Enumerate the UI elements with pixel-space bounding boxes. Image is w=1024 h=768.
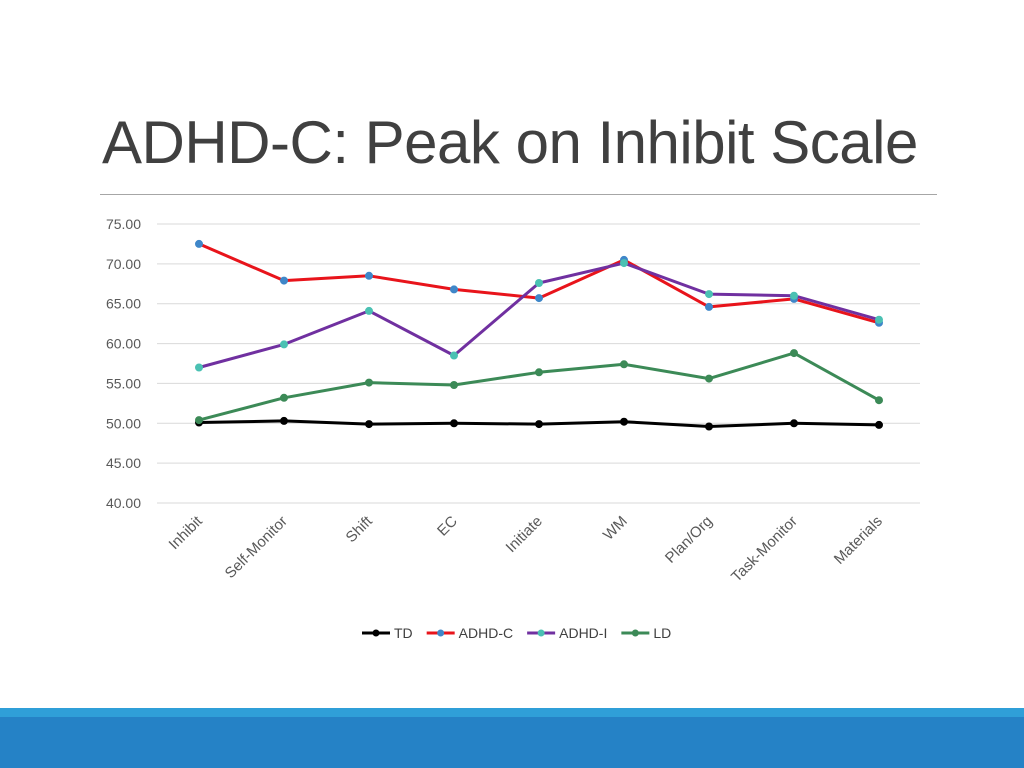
x-tick-label: Shift	[343, 512, 377, 546]
data-point	[535, 294, 543, 303]
x-axis-ticks: Inhibit Self-Monitor Shift EC Initiate WM Plan…	[166, 512, 886, 585]
data-point	[535, 368, 543, 377]
data-point	[450, 419, 458, 428]
legend-label: LD	[653, 625, 671, 641]
series-lines	[195, 239, 883, 431]
y-tick-label: 50.00	[106, 415, 141, 431]
data-point	[450, 285, 458, 294]
y-tick-label: 45.00	[106, 455, 141, 471]
y-tick-label: 65.00	[106, 296, 141, 312]
y-axis-ticks: 75.00 70.00 65.00 60.00 55.00 50.00 45.00 40.00	[106, 216, 141, 511]
data-point	[620, 259, 628, 268]
data-point	[705, 422, 713, 431]
legend-marker	[537, 629, 545, 637]
legend-item: ADHD-C	[426, 625, 513, 641]
series-adhd-i	[195, 259, 883, 372]
data-point	[535, 279, 543, 287]
footer-band-dark	[0, 717, 1024, 768]
data-point	[790, 419, 798, 428]
series-adhd-c	[195, 239, 883, 327]
legend-item: LD	[621, 625, 671, 641]
data-point	[790, 349, 798, 358]
data-point	[450, 381, 458, 389]
data-point	[195, 239, 203, 248]
data-point	[620, 360, 628, 369]
title-divider	[100, 194, 937, 195]
legend-label: ADHD-C	[459, 625, 513, 641]
data-point	[790, 291, 798, 300]
legend-marker	[437, 629, 445, 637]
data-point	[705, 302, 713, 311]
data-point	[365, 420, 373, 429]
line-chart: 75.00 70.00 65.00 60.00 55.00 50.00 45.00 40.00…	[106, 216, 920, 641]
legend-marker	[631, 629, 639, 637]
data-point	[280, 416, 288, 425]
data-point	[705, 374, 713, 383]
y-tick-label: 70.00	[106, 256, 141, 272]
y-tick-label: 55.00	[106, 375, 141, 391]
x-tick-label: Materials	[831, 513, 886, 568]
data-point	[365, 378, 373, 387]
data-point	[875, 315, 883, 324]
data-point	[365, 306, 373, 315]
data-point	[195, 416, 203, 425]
x-tick-label: EC	[434, 513, 461, 540]
data-point	[620, 417, 628, 426]
x-tick-label: Task-Monitor	[728, 513, 801, 586]
data-point	[875, 420, 883, 429]
data-point	[280, 276, 288, 285]
data-point	[365, 271, 373, 280]
legend-marker	[372, 629, 380, 637]
slide-title: ADHD-C: Peak on Inhibit Scale	[102, 109, 918, 176]
data-point	[535, 420, 543, 429]
data-point	[875, 396, 883, 405]
data-point	[280, 340, 288, 349]
chart-legend: TD ADHD-C ADHD-I LD	[362, 625, 671, 641]
y-tick-label: 60.00	[106, 336, 141, 352]
y-tick-label: 75.00	[106, 216, 141, 232]
x-tick-label: Inhibit	[166, 512, 207, 553]
series-ld	[195, 349, 883, 425]
data-point	[450, 351, 458, 360]
legend-label: TD	[394, 625, 413, 641]
legend-item: TD	[362, 625, 413, 641]
legend-item: ADHD-I	[527, 625, 607, 641]
series-line	[197, 351, 881, 422]
data-point	[705, 290, 713, 299]
x-tick-label: Plan/Org	[662, 513, 716, 567]
x-tick-label: Initiate	[503, 513, 546, 556]
data-point	[195, 363, 203, 372]
x-tick-label: Self-Monitor	[222, 513, 291, 582]
legend-label: ADHD-I	[559, 625, 607, 641]
x-tick-label: WM	[600, 513, 631, 544]
data-point	[280, 393, 288, 402]
y-tick-label: 40.00	[106, 495, 141, 511]
footer-band-light	[0, 708, 1024, 717]
gridlines	[157, 223, 920, 504]
